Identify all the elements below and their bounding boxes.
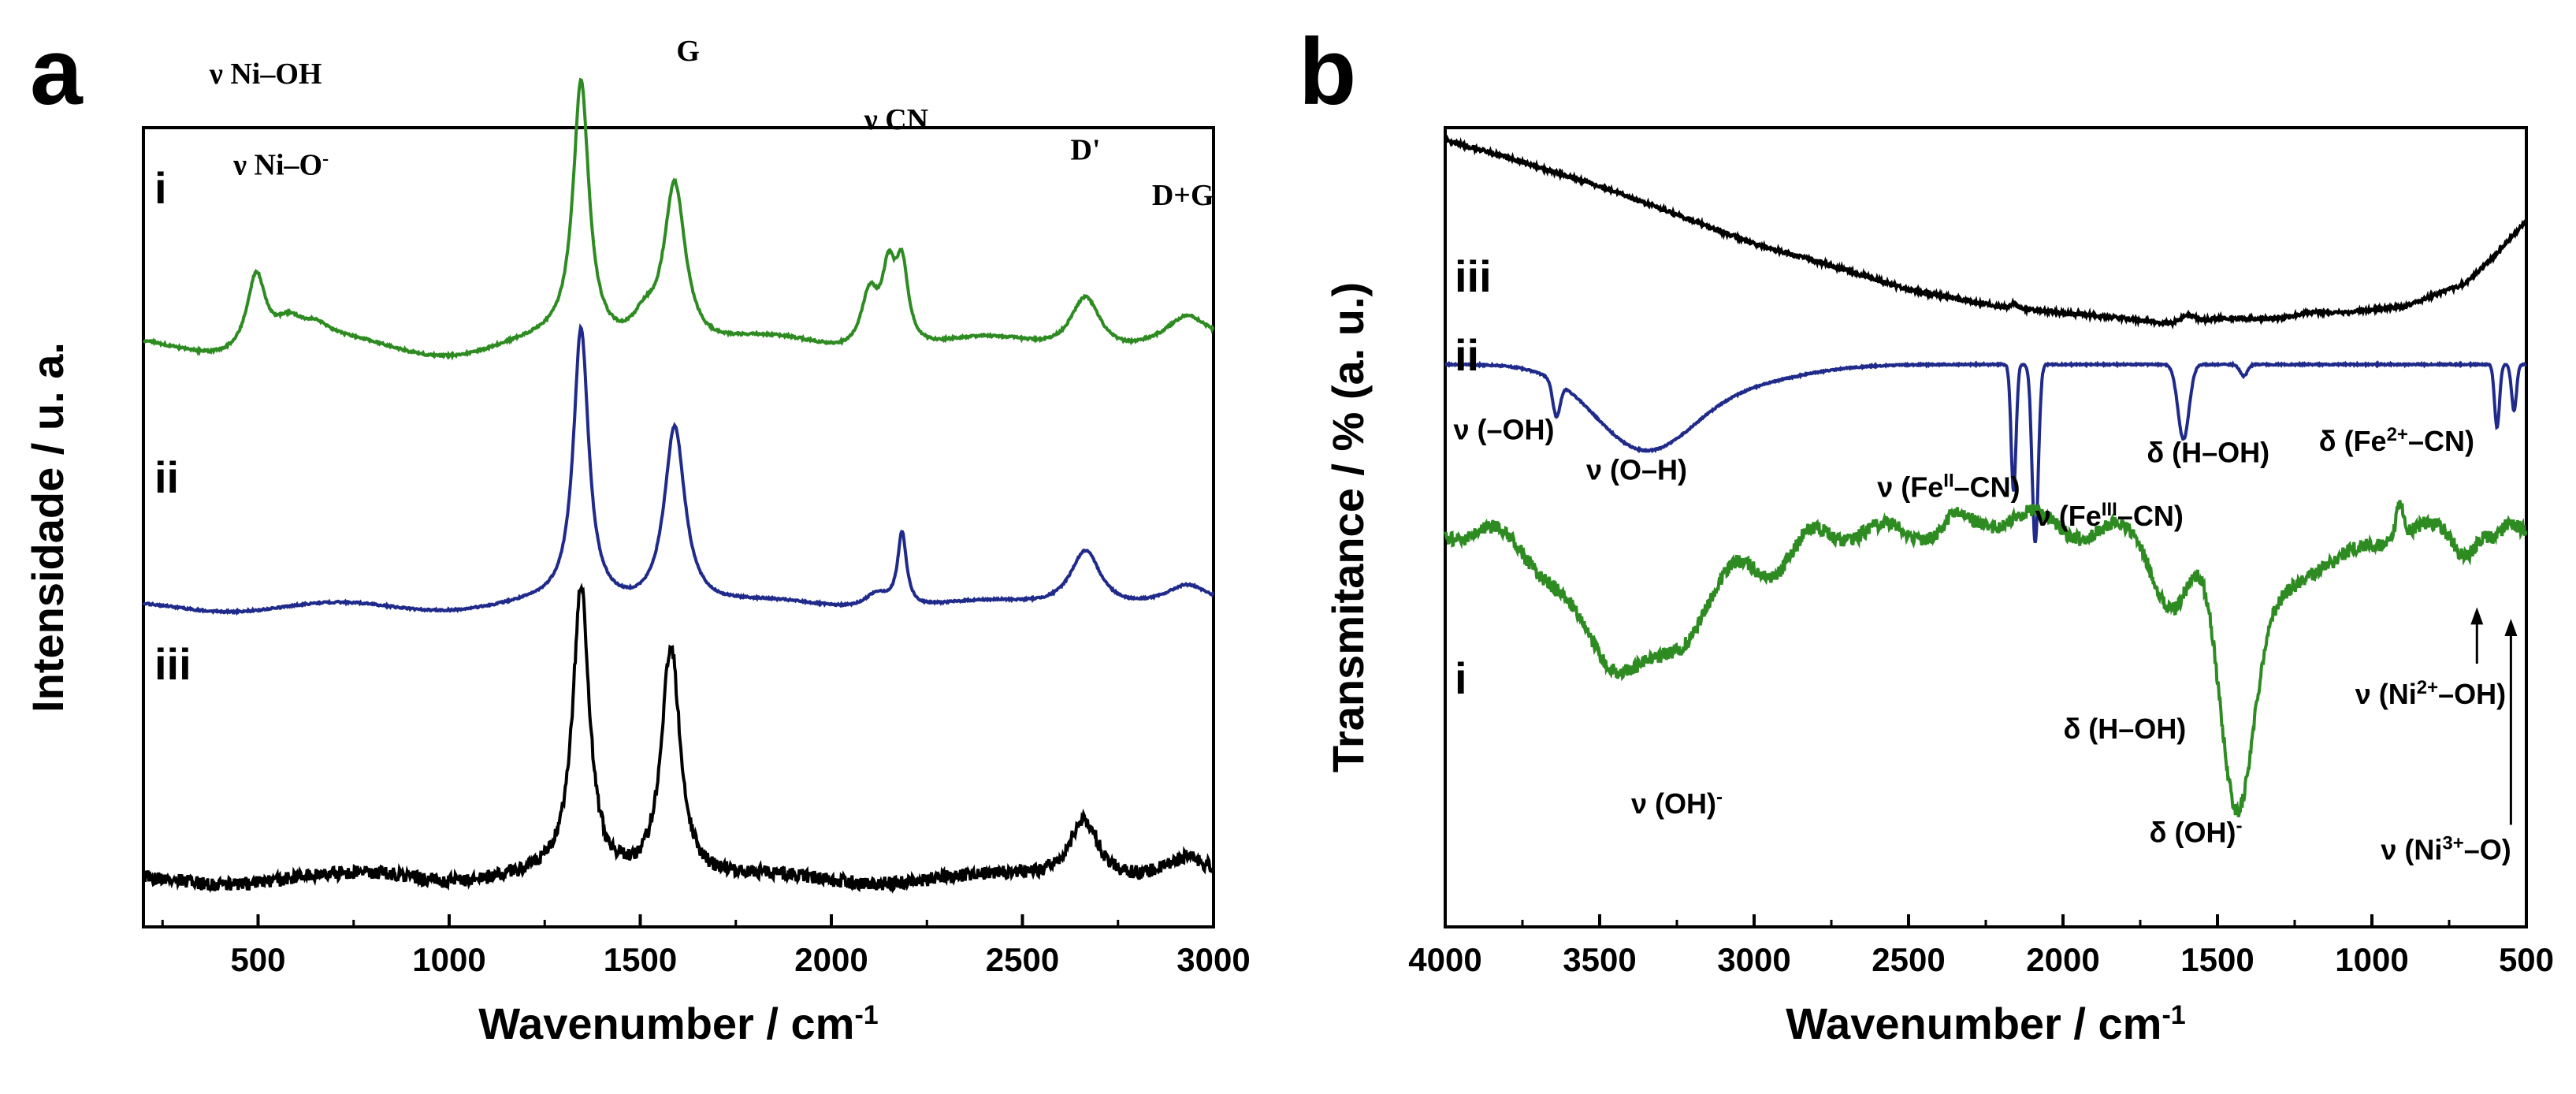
trace-label-iii: iii xyxy=(154,639,191,689)
annotation-b: ν (Ni3+–O) xyxy=(2381,832,2511,866)
annotation-b: δ (H–OH) xyxy=(2063,713,2186,745)
annotation-b: ν (FeII–CN) xyxy=(1877,470,2020,504)
annotation-b: ν (OH)- xyxy=(1631,786,1723,820)
x-tick-label: 1500 xyxy=(2180,941,2254,978)
x-tick-label: 3500 xyxy=(1563,941,1636,978)
annotation-a: G xyxy=(676,35,700,68)
annotation-b: ν (Ni2+–OH) xyxy=(2355,677,2506,711)
annotation-a: ν CN xyxy=(864,103,928,136)
x-tick-label: 2000 xyxy=(2026,941,2099,978)
series-i-line xyxy=(1444,500,2528,817)
annotation-b: δ (H–OH) xyxy=(2147,437,2269,469)
series-group-a xyxy=(142,77,1215,894)
annotation-b: ν (FeIII–CN) xyxy=(2035,498,2184,532)
x-ticks-a: 500 1000 1500 2000 2500 3000 xyxy=(161,914,1251,978)
x-tick-label: 3000 xyxy=(1176,941,1250,978)
annotations-a: DGν Ni–OHν Ni–O-ν CND'D+G xyxy=(209,35,1214,212)
x-tick-label: 500 xyxy=(2499,941,2554,978)
trace-label-i: i xyxy=(1455,653,1467,703)
x-tick-label: 1500 xyxy=(604,941,677,978)
series-ii-line xyxy=(1444,360,2527,543)
annotation-a: ν Ni–OH xyxy=(209,58,322,91)
x-axis-title-a: Wavenumber / cm-1 xyxy=(478,999,878,1048)
annotation-a: D+G xyxy=(1152,179,1214,212)
annotation-arrow-head xyxy=(2470,607,2484,625)
series-ii-line xyxy=(142,322,1215,616)
x-tick-label: 500 xyxy=(230,941,285,978)
plot-frame-b xyxy=(1444,126,2528,928)
annotation-b: δ (Fe2+–CN) xyxy=(2319,423,2474,457)
x-tick-label: 4000 xyxy=(1408,941,1481,978)
y-axis-title-a: Intensidade / u. a. xyxy=(23,342,72,713)
annotation-a: ν Ni–O- xyxy=(232,149,329,182)
series-iii-line xyxy=(142,582,1215,894)
x-tick-label: 2500 xyxy=(986,941,1059,978)
series-group-b xyxy=(1444,134,2528,817)
panel-b: b 4000 3500 3000 2500 2000 1500 1000 500 iiiiii… xyxy=(1299,19,2554,1048)
annotation-a: D' xyxy=(1071,133,1101,166)
x-tick-label: 1000 xyxy=(2335,941,2408,978)
annotations-b: ν (–OH) ν (O–H) ν (FeII–CN) ν (FeIII–CN) δ (… xyxy=(1453,413,2518,866)
x-tick-label: 2500 xyxy=(1872,941,1945,978)
trace-label-ii: ii xyxy=(1455,330,1479,380)
trace-label-ii: ii xyxy=(154,452,179,502)
panel-letter-b: b xyxy=(1299,19,1356,125)
annotation-arrow-head xyxy=(2504,618,2518,636)
x-axis-title-b: Wavenumber / cm-1 xyxy=(1786,999,2185,1048)
y-axis-title-b: Transmitance / % (a. u.) xyxy=(1323,282,1373,772)
plot-frame-a xyxy=(142,126,1215,928)
annotation-b: ν (O–H) xyxy=(1586,453,1687,486)
trace-label-iii: iii xyxy=(1455,251,1492,301)
x-ticks-b: 4000 3500 3000 2500 2000 1500 1000 500 xyxy=(1408,914,2554,978)
series-iii-line xyxy=(1444,134,2528,330)
x-tick-label: 1000 xyxy=(412,941,485,978)
annotation-b: ν (–OH) xyxy=(1453,413,1554,445)
panel-letter-a: a xyxy=(30,19,84,125)
x-tick-label: 2000 xyxy=(794,941,868,978)
series-i-line xyxy=(143,77,1215,361)
annotation-b: δ (OH)- xyxy=(2150,815,2243,849)
x-tick-label: 3000 xyxy=(1717,941,1790,978)
trace-label-i: i xyxy=(154,163,167,213)
